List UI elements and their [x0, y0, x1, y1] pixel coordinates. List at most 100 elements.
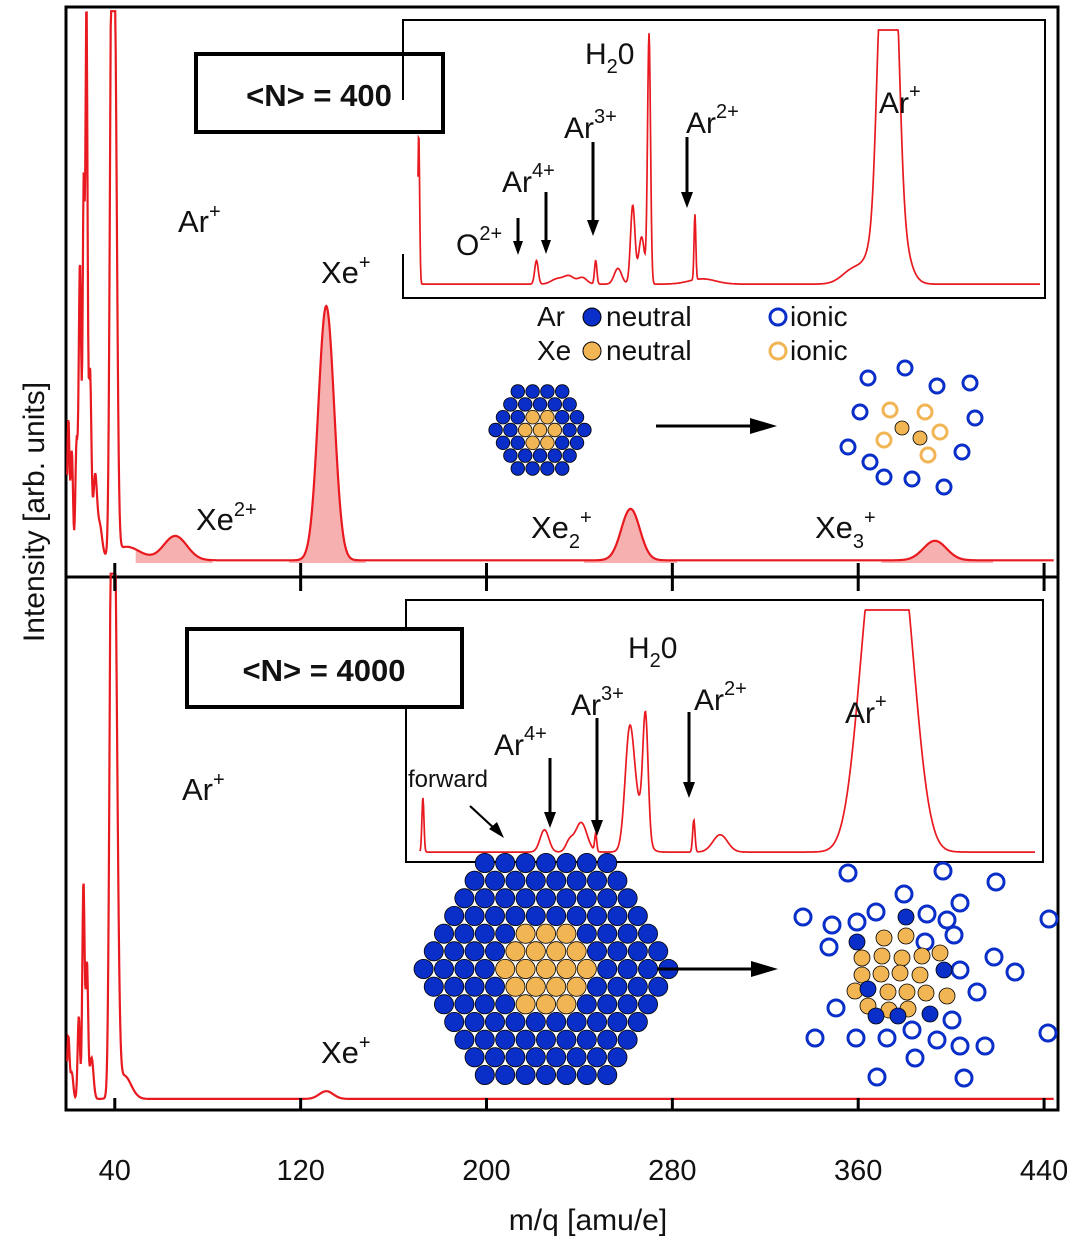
ar-atom-13 — [587, 870, 608, 891]
ar-ion-13 — [819, 937, 839, 957]
arrowhead-o2+ — [513, 241, 523, 255]
legend-ar-neutral: neutral — [606, 301, 692, 332]
ar-neutral-14 — [848, 933, 866, 951]
top-inset-frame — [402, 19, 1046, 299]
legend-ar-neutral-marker — [582, 307, 602, 327]
ar-atom-115 — [525, 1047, 546, 1068]
ar-ion-55 — [867, 1067, 887, 1087]
x-tick-label-120: 120 — [276, 1155, 324, 1187]
label-top-xe3-trimer: Xe3+ — [815, 507, 876, 553]
ar-ion-51 — [927, 1030, 947, 1050]
xe-neutral-37 — [938, 987, 956, 1005]
ar-ion-1 — [896, 359, 914, 377]
ar-ion-17 — [915, 932, 935, 952]
ar-atom-6 — [532, 397, 548, 412]
ar-ion-17 — [903, 470, 921, 488]
xe-atom-86 — [515, 994, 536, 1015]
xe-atom-12 — [540, 410, 555, 425]
ar-atom-106 — [515, 1029, 536, 1050]
ar-atom-10 — [525, 870, 546, 891]
ar-atom-118 — [587, 1047, 608, 1068]
xe-neutral-35 — [898, 983, 916, 1001]
ar-ion-11 — [917, 904, 937, 924]
ar-ion-12 — [937, 910, 957, 930]
ar-atom-58 — [433, 959, 454, 980]
ar-atom-28 — [503, 448, 518, 463]
ar-atom-7 — [464, 870, 485, 891]
xe-neutral-28 — [872, 965, 890, 983]
ar-ion-15 — [953, 443, 971, 461]
ar-atom-4 — [556, 853, 577, 874]
xe-neutral-29 — [891, 964, 909, 982]
ar-atom-83 — [454, 994, 475, 1015]
ar-atom-30 — [532, 448, 548, 463]
ar-atom-92 — [638, 994, 659, 1015]
ar-atom-0 — [474, 853, 495, 874]
ar-atom-15 — [454, 888, 475, 909]
ar-atom-100 — [587, 1012, 608, 1033]
frame — [64, 5, 1060, 1112]
ar-atom-3 — [536, 853, 557, 874]
arrow-forward — [469, 805, 497, 831]
inset-bottom-forward: forward — [408, 766, 488, 793]
ar-atom-125 — [576, 1065, 597, 1086]
ar-atom-8 — [484, 870, 505, 891]
ar-atom-14 — [569, 410, 585, 425]
ar-atom-27 — [505, 906, 526, 927]
ar-atom-124 — [556, 1065, 577, 1086]
ar-atom-80 — [627, 976, 648, 997]
legend-ar-element: Ar — [537, 301, 565, 332]
label-top-ar+: Ar+ — [178, 201, 221, 239]
xe-atom-17 — [518, 422, 533, 438]
ar-atom-37 — [495, 923, 516, 944]
inset-bottom-ar3+: Ar3+ — [571, 683, 624, 722]
ar-ion-54 — [1038, 1023, 1058, 1043]
legend-xe-ionic: ionic — [790, 335, 848, 366]
ar-atom-35 — [540, 461, 555, 476]
ar-ion-1 — [933, 861, 953, 881]
ar-atom-33 — [627, 906, 648, 927]
ar-atom-30 — [566, 906, 587, 927]
inset-top-h2o: H20 — [585, 38, 634, 78]
label-bottom-ar+: Ar+ — [182, 769, 225, 807]
top-inset-arrows — [513, 137, 693, 255]
ar-atom-11 — [546, 870, 567, 891]
legend-xe-element: Xe — [537, 335, 571, 366]
small-cluster-neutral — [488, 384, 592, 476]
ar-atom-89 — [576, 994, 597, 1015]
xe-atom-50 — [525, 941, 546, 962]
label-top-xe2+: Xe2+ — [196, 499, 257, 537]
ar-atom-67 — [617, 959, 638, 980]
xe-ion-6 — [916, 403, 934, 421]
ar-atom-8 — [562, 397, 577, 412]
ar-atom-32 — [562, 448, 577, 463]
ar-atom-46 — [444, 941, 465, 962]
inset-bottom-ar4+: Ar4+ — [494, 723, 547, 762]
xe-atom-64 — [556, 959, 577, 980]
ar-atom-29 — [518, 448, 533, 463]
xe-atom-49 — [505, 941, 526, 962]
ar-atom-20 — [556, 888, 577, 909]
xe-atom-74 — [505, 976, 526, 997]
ar-ion-9 — [847, 912, 867, 932]
ar-ion-18 — [935, 478, 953, 496]
ar-atom-24 — [444, 906, 465, 927]
top-shaded-areas — [135, 306, 993, 563]
large-cluster-exploded — [793, 861, 1059, 1088]
ar-atom-36 — [474, 923, 495, 944]
ar-atom-2 — [540, 384, 555, 399]
ar-ion-3 — [961, 374, 979, 392]
x-tick-label-280: 280 — [648, 1155, 696, 1187]
top-inset-spectrum-line — [417, 29, 1040, 285]
xe-neutral-16 — [897, 927, 915, 945]
xe-atom-39 — [536, 923, 557, 944]
xe-atom-18 — [532, 422, 548, 438]
inset-top-ar+: Ar+ — [879, 81, 921, 120]
ar-ion-5 — [950, 893, 970, 913]
arrowhead-b-ar2+ — [683, 782, 695, 798]
xe-neutral-22 — [893, 949, 911, 967]
xe-atom-63 — [536, 959, 557, 980]
x-tick-label-200: 200 — [462, 1155, 510, 1187]
bottom-inset-labels: H20 Ar3+ Ar2+ Ar4+ Ar+ forward — [408, 632, 887, 793]
ar-atom-36 — [555, 461, 570, 476]
